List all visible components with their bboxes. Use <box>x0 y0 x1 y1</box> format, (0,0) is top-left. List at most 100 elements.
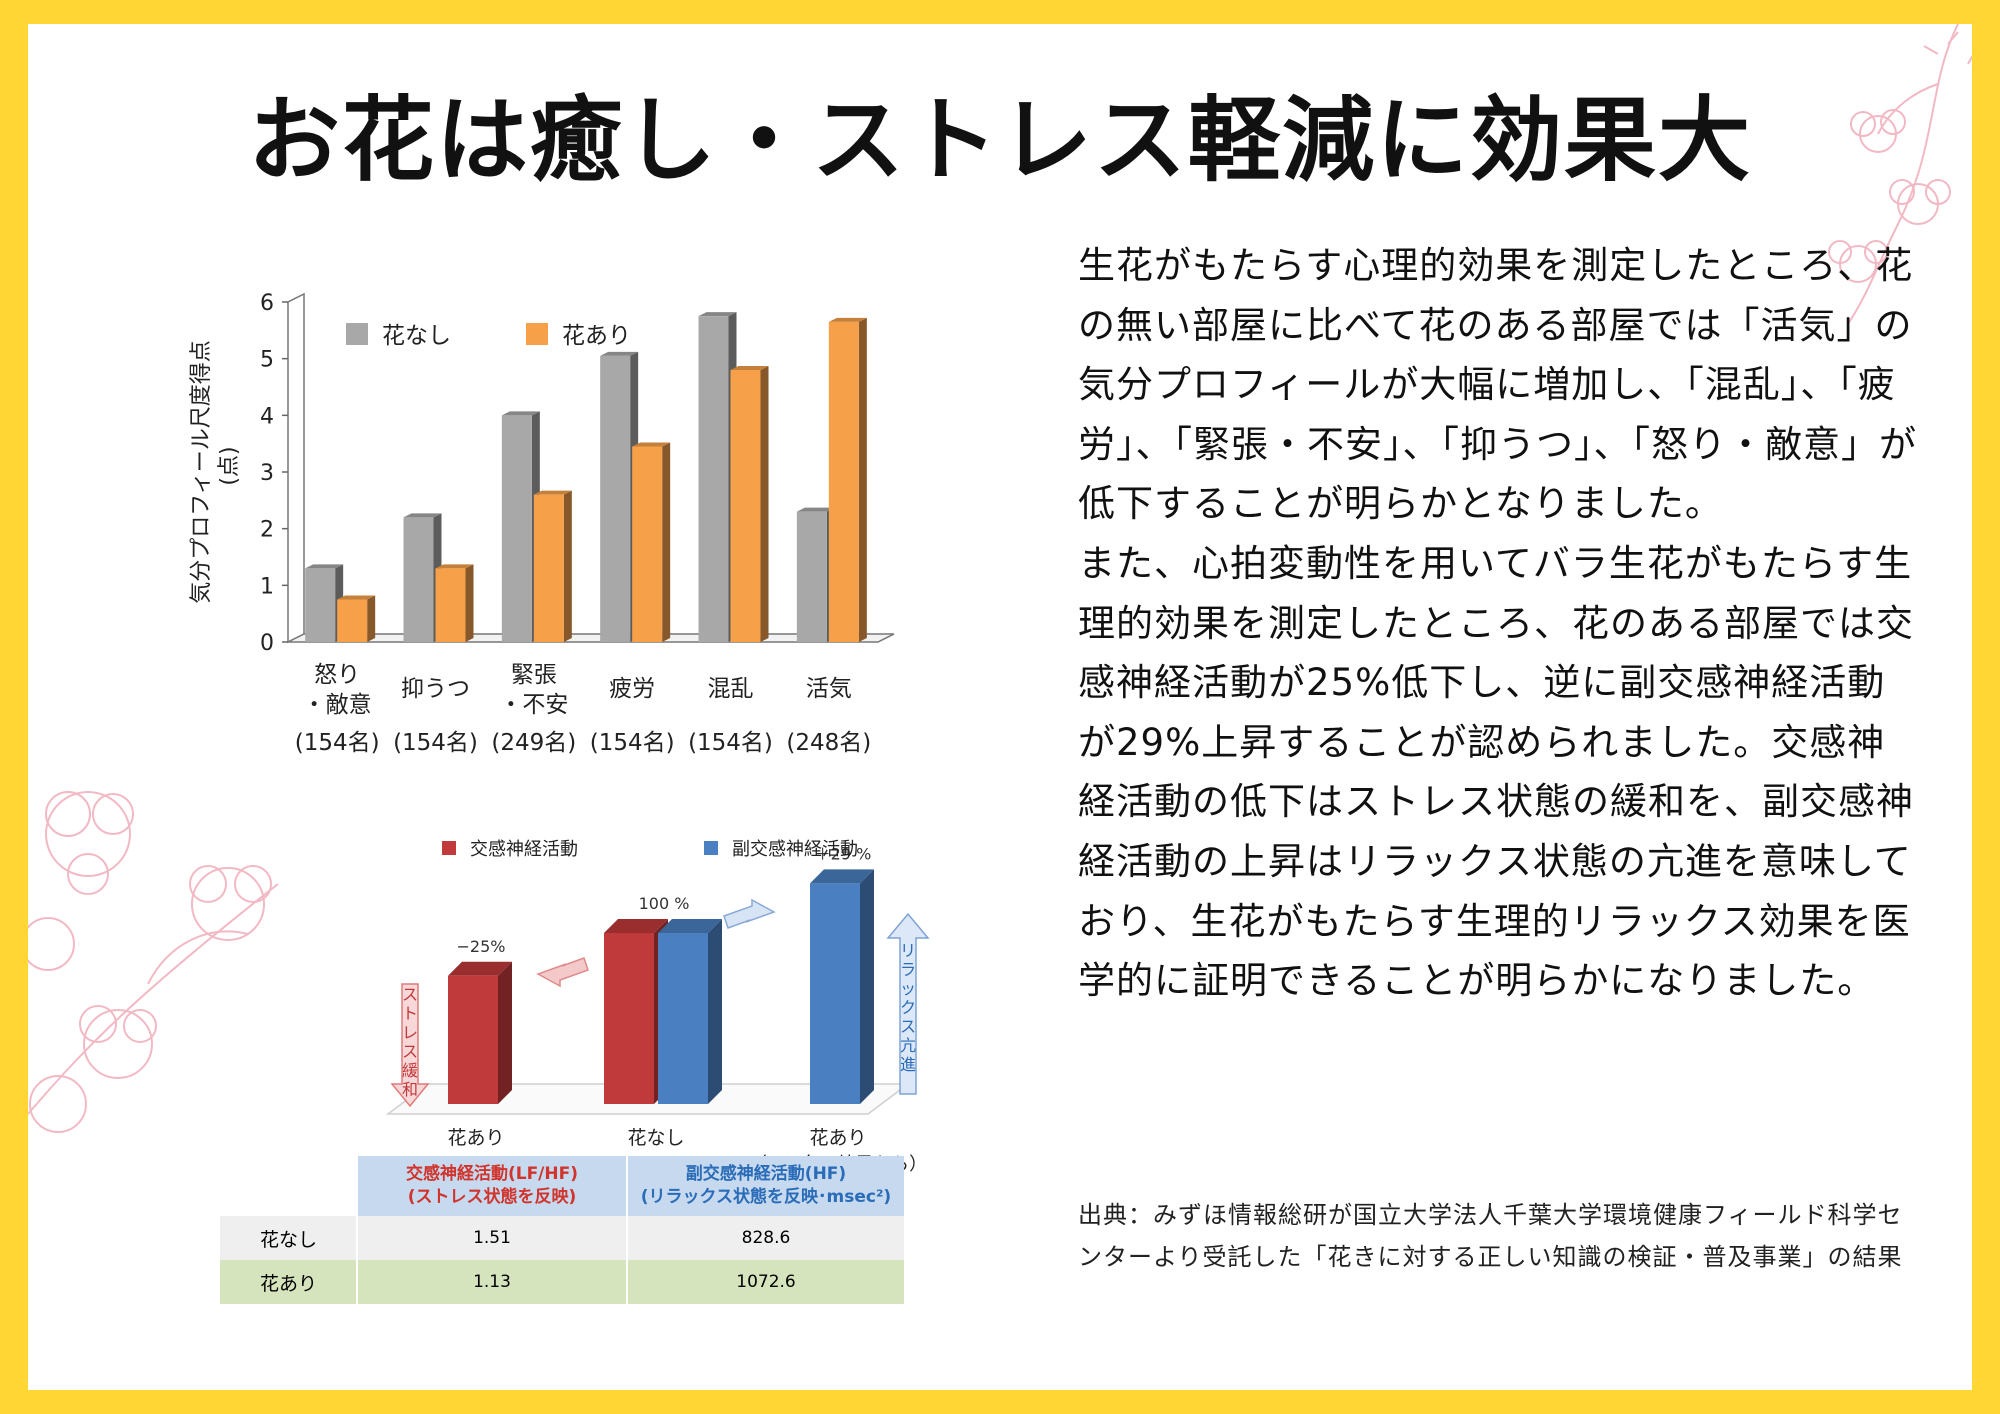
body-text: 生花がもたらす心理的効果を測定したところ、花の無い部屋に比べて花のある部屋では「… <box>1078 236 1918 1011</box>
chart1-legend: 花なし 花あり <box>346 323 631 349</box>
y-tick-label: 3 <box>260 461 274 486</box>
table-cell: 1.51 <box>356 1216 627 1260</box>
relax-char: ク <box>900 998 916 1017</box>
bar-with-flower <box>337 599 368 642</box>
page-frame: お花は癒し・ストレス軽減に効果大 0 1 2 3 4 5 6 気分プロフィール尺度得点 (点) 怒… <box>28 24 1972 1390</box>
bar-value-label: 100 % <box>639 894 690 913</box>
table-header-sympathetic: 交感神経活動(LF/HF) (ストレス状態を反映) <box>356 1156 627 1216</box>
table-row-label: 花あり <box>218 1260 357 1304</box>
table-header-sympathetic-line2: (ストレス状態を反映) <box>407 1187 577 1207</box>
table-row: 花あり 1.13 1072.6 <box>218 1260 904 1304</box>
bar-with-flower <box>632 446 663 642</box>
y-tick-label: 0 <box>260 631 274 656</box>
y-tick-label: 6 <box>260 291 274 316</box>
x-category-label: ・不安 <box>499 692 568 718</box>
chart1-labels: 0 1 2 3 4 5 6 気分プロフィール尺度得点 (点) 怒り・敵意 (154名) 抑うつ (154… <box>189 291 871 756</box>
bar-no-flower <box>600 355 631 642</box>
y-axis-label-unit: (点) <box>217 446 242 485</box>
table-row: 花なし 1.51 828.6 <box>218 1216 904 1260</box>
x-group-label: 花あり <box>447 1127 504 1149</box>
bar-top <box>435 564 474 569</box>
bar-top <box>501 411 540 416</box>
up-arrow-icon <box>723 898 776 929</box>
x-category-label: 混乱 <box>708 676 754 702</box>
x-category-label: 活気 <box>806 676 852 702</box>
legend-label: 交感神経活動 <box>470 839 578 860</box>
bar-top <box>600 351 639 356</box>
x-category-count: (154名) <box>393 730 478 756</box>
stress-relief-char: レ <box>402 1023 418 1042</box>
bar-side <box>465 564 474 642</box>
bar-with-flower <box>435 568 466 642</box>
bar-top <box>658 919 722 933</box>
bar-value-label: ＋29 % <box>815 844 872 863</box>
bar-top <box>604 919 668 933</box>
body-paragraph: また、心拍変動性を用いてバラ生花がもたらす生理的効果を測定したところ、花のある部… <box>1078 541 1914 1003</box>
legend-label: 副交感神経活動 <box>732 839 858 860</box>
bar-sympathetic <box>448 975 498 1104</box>
down-arrow-icon <box>536 957 589 988</box>
x-group-label: 花あり <box>809 1127 866 1149</box>
bar-side <box>498 961 512 1104</box>
bar-no-flower <box>403 517 434 642</box>
x-category-count: (154名) <box>295 730 380 756</box>
body-paragraph: 生花がもたらす心理的効果を測定したところ、花の無い部屋に比べて花のある部屋では「… <box>1078 244 1917 526</box>
mood-profile-bar-chart: 0 1 2 3 4 5 6 気分プロフィール尺度得点 (点) 怒り・敵意 (154名) 抑うつ (154… <box>189 291 895 756</box>
bar-top <box>796 507 835 512</box>
bar-with-flower <box>533 494 564 642</box>
y-tick-label: 2 <box>260 518 274 543</box>
table-header-parasympathetic-line2: (リラックス状態を反映･msec²) <box>640 1187 892 1207</box>
bar-top <box>698 312 737 317</box>
x-category-label: 抑うつ <box>401 676 470 702</box>
x-category-count: (154名) <box>590 730 675 756</box>
legend-swatch <box>526 323 548 345</box>
bar-no-flower <box>796 511 827 642</box>
table-cell: 1.13 <box>356 1260 627 1304</box>
chart1-bars <box>305 312 867 642</box>
legend-swatch <box>704 841 718 855</box>
bar-side <box>860 869 874 1104</box>
bar-top <box>810 869 874 884</box>
relax-char: ラ <box>900 960 916 979</box>
relax-up-arrow-icon <box>886 912 930 1095</box>
page-title: お花は癒し・ストレス軽減に効果大 <box>247 87 1752 194</box>
table-corner-cell <box>218 1156 357 1216</box>
table-header-parasympathetic: 副交感神経活動(HF) (リラックス状態を反映･msec²) <box>626 1156 904 1216</box>
flower-decoration-left-icon <box>28 791 279 1133</box>
bar-with-flower <box>828 321 859 642</box>
bar-side <box>858 317 867 642</box>
bar-no-flower <box>305 568 336 642</box>
stress-relief-char: ト <box>402 1004 418 1023</box>
bar-side <box>708 919 722 1104</box>
x-category-count: (249名) <box>491 730 576 756</box>
relax-char: 亢 <box>900 1036 916 1055</box>
y-tick-label: 1 <box>260 574 274 599</box>
bar-top <box>632 442 671 447</box>
bar-parasympathetic <box>658 933 708 1104</box>
stress-relief-char: ス <box>402 985 418 1004</box>
bar-side <box>760 366 769 642</box>
bar-top <box>403 513 442 518</box>
table-row-label: 花なし <box>218 1216 357 1260</box>
chart2-bars <box>448 869 874 1104</box>
x-category-label: 怒り <box>314 662 360 688</box>
legend-label: 花あり <box>562 323 631 349</box>
bar-side <box>563 490 572 642</box>
stress-relief-arrow-icon <box>390 983 430 1108</box>
relax-char: リ <box>900 941 916 960</box>
y-tick-label: 4 <box>260 404 274 429</box>
chart2-legend: 交感神経活動 副交感神経活動 <box>442 839 858 860</box>
x-group-label: 花なし <box>627 1127 684 1149</box>
bar-side <box>367 595 376 642</box>
bar-no-flower <box>501 415 532 642</box>
results-table: 交感神経活動(LF/HF) (ストレス状態を反映) 副交感神経活動(HF) (リ… <box>218 1156 904 1304</box>
bar-value-label: −25% <box>457 937 506 956</box>
y-axis-label: 気分プロフィール尺度得点 <box>189 340 214 604</box>
x-category-label: 緊張 <box>511 662 557 688</box>
bar-top <box>730 366 769 370</box>
table-header-row: 交感神経活動(LF/HF) (ストレス状態を反映) 副交感神経活動(HF) (リ… <box>218 1156 904 1216</box>
bar-top <box>828 317 867 322</box>
table-cell: 1072.6 <box>626 1260 904 1304</box>
